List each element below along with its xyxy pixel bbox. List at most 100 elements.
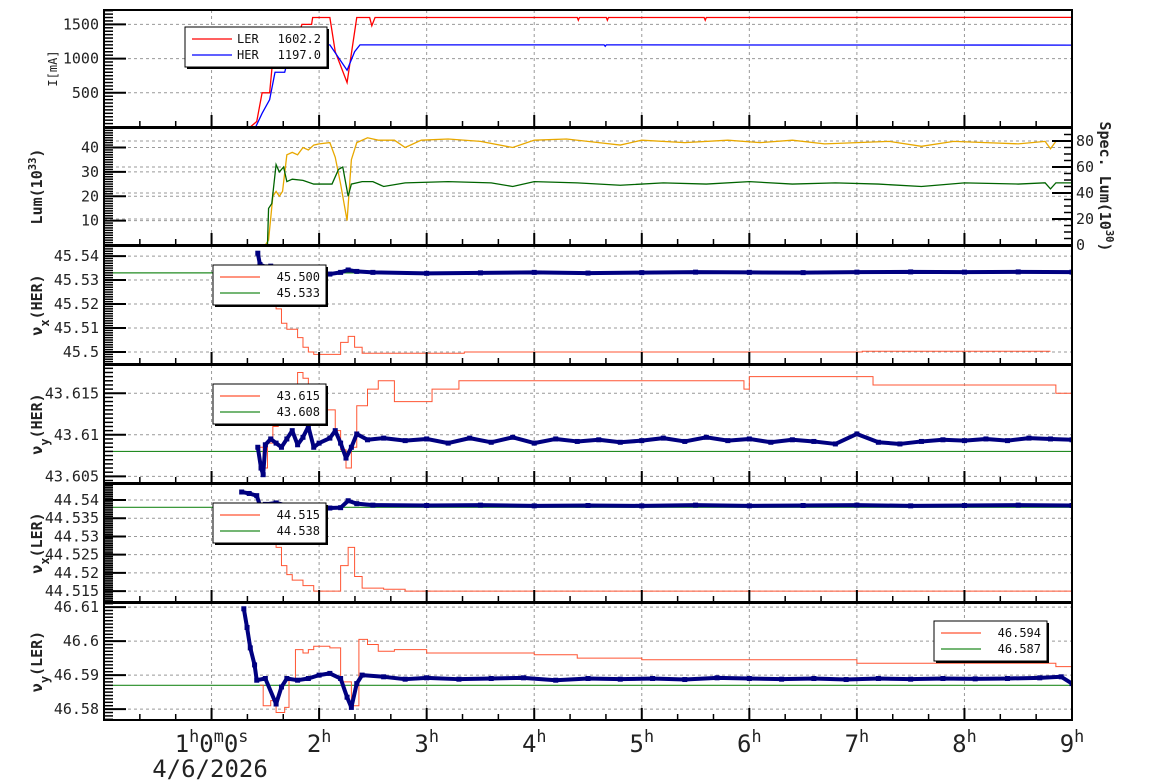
scatter-point xyxy=(585,502,591,508)
scatter-point xyxy=(284,436,290,442)
scatter-point xyxy=(365,437,371,443)
scatter-point xyxy=(254,493,260,499)
scatter-point xyxy=(940,676,946,682)
scatter-point xyxy=(305,676,311,682)
scatter-point xyxy=(1069,681,1072,687)
scatter-point xyxy=(488,676,494,682)
legend-name: HER xyxy=(237,48,259,62)
y-axis-label: νy(LER) xyxy=(28,631,52,692)
scatter-point xyxy=(305,423,311,429)
scatter-point xyxy=(241,606,247,612)
y-tick-label: 44.525 xyxy=(45,546,99,564)
scatter-point xyxy=(424,502,430,508)
scatter-point xyxy=(1047,436,1053,442)
legend-box xyxy=(212,502,327,544)
scatter-point xyxy=(273,701,279,707)
label-part: 3 xyxy=(414,730,428,758)
scatter-point xyxy=(617,439,623,445)
label-part: 6 xyxy=(737,730,751,758)
label-part: 5 xyxy=(629,730,643,758)
label-part: h xyxy=(321,726,331,746)
y-tick-label: 30 xyxy=(81,163,99,181)
scatter-point xyxy=(370,269,376,275)
scatter-point xyxy=(1015,502,1021,508)
y-tick-label: 43.61 xyxy=(54,426,99,444)
label-part: ν xyxy=(28,446,46,455)
y2-axis-label: Spec. Lum(1030) xyxy=(1096,121,1115,251)
scatter-point xyxy=(510,434,516,440)
scatter-point xyxy=(456,676,462,682)
y-tick-label: 1500 xyxy=(63,15,99,33)
scatter-point xyxy=(768,439,774,445)
panels: 500 1000 1500 I[mA] LER 1602.2 HER 1197.0 10 20 30… xyxy=(27,9,1115,721)
x-tick-label: 7h xyxy=(845,726,870,758)
y2-tick-label: 0 xyxy=(1076,236,1085,254)
scatter-point xyxy=(961,269,967,275)
label-part: 8 xyxy=(952,730,966,758)
y-axis-label: νx(HER) xyxy=(28,274,52,335)
label-part: h xyxy=(967,726,977,746)
scatter-point xyxy=(327,670,333,676)
label-part: (LER) xyxy=(28,512,46,557)
y2-tick-label: 80 xyxy=(1076,132,1094,150)
scatter-point xyxy=(682,438,688,444)
label-part: h xyxy=(536,726,546,746)
scatter-point xyxy=(255,250,261,256)
scatter-point xyxy=(746,436,752,442)
label-part: Spec. Lum(10 xyxy=(1096,121,1114,229)
scatter-point xyxy=(1026,435,1032,441)
scatter-point xyxy=(300,434,306,440)
scatter-point xyxy=(617,676,623,682)
scatter-point xyxy=(800,502,806,508)
scatter-point xyxy=(875,676,881,682)
scatter-point xyxy=(703,434,709,440)
legend: 45.500 45.533 xyxy=(212,264,328,307)
label-part: x xyxy=(38,319,52,326)
legend-value: 45.533 xyxy=(277,286,320,300)
scatter-point xyxy=(908,269,914,275)
scatter-trace xyxy=(241,608,1072,709)
scatter-point xyxy=(1037,675,1043,681)
scatter-point xyxy=(295,442,301,448)
scatter-point xyxy=(343,455,349,461)
scatter-point xyxy=(247,645,253,651)
legend-value: 46.587 xyxy=(998,642,1041,656)
scatter-point xyxy=(553,436,559,442)
x-tick-label: 1h0m0s xyxy=(175,726,249,758)
scatter-point xyxy=(1004,676,1010,682)
panel-5: 44.51544.5244.52544.5344.53544.54νx(LER)… xyxy=(28,483,1073,603)
scatter-point xyxy=(338,269,344,275)
label-part: y xyxy=(38,438,52,445)
scatter-point xyxy=(338,505,344,511)
scatter-point xyxy=(424,436,430,442)
scatter-trace xyxy=(255,425,1072,476)
scatter-point xyxy=(381,435,387,441)
scatter-point xyxy=(295,677,301,683)
scatter-point xyxy=(244,624,250,630)
scatter-point xyxy=(381,674,387,680)
scatter-point xyxy=(1015,269,1021,275)
scatter-point xyxy=(811,676,817,682)
legend-value: 44.515 xyxy=(277,508,320,522)
legend-box xyxy=(933,620,1048,662)
scatter-point xyxy=(725,438,731,444)
label-part: ν xyxy=(28,565,46,574)
x-tick-label: 9h xyxy=(1060,726,1085,758)
scatter-point xyxy=(370,502,376,508)
scatter-point xyxy=(531,440,537,446)
label-part: 0 xyxy=(199,730,213,758)
y-tick-label: 10 xyxy=(81,212,99,230)
scatter-point xyxy=(262,442,268,448)
scatter-point xyxy=(258,465,264,471)
scatter-point xyxy=(682,677,688,683)
y-tick-label: 500 xyxy=(72,84,99,102)
scatter-point xyxy=(574,438,580,444)
scatter-point xyxy=(1004,438,1010,444)
label-part: (HER) xyxy=(28,393,46,438)
scatter-point xyxy=(316,672,322,678)
scatter-point xyxy=(257,261,263,267)
label-part: Lum(10 xyxy=(28,170,46,224)
series-line xyxy=(264,137,1072,245)
scatter-point xyxy=(531,503,537,509)
y-axis-label: νx(LER) xyxy=(28,512,52,573)
